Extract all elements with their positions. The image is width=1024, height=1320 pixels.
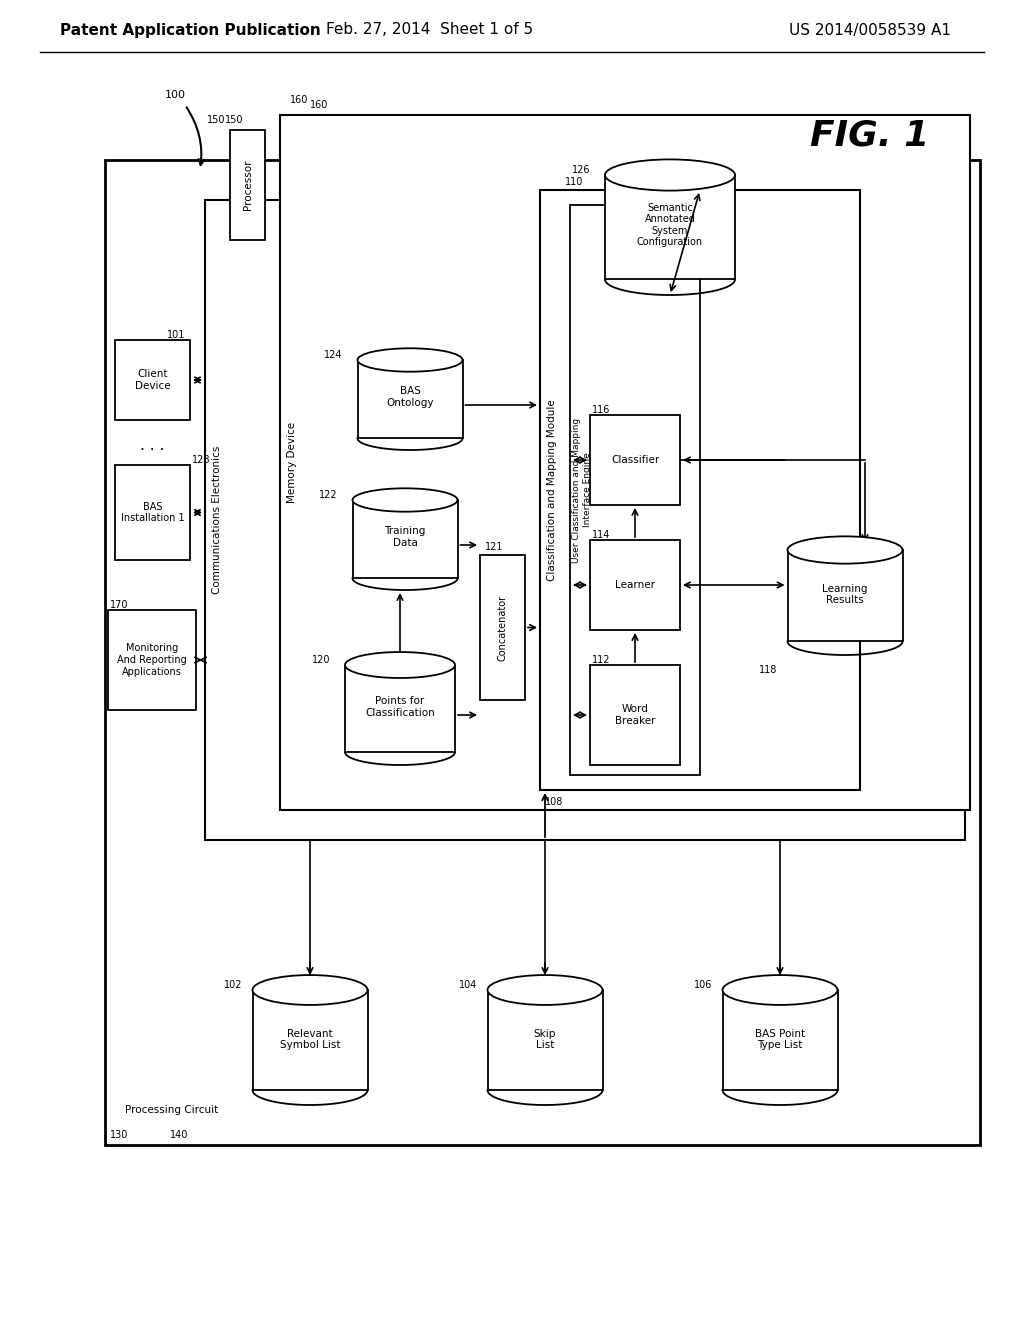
Bar xyxy=(480,554,525,700)
Bar xyxy=(723,990,838,1090)
Text: 100: 100 xyxy=(165,90,185,100)
Bar xyxy=(253,990,368,1090)
Text: 140: 140 xyxy=(170,1130,188,1140)
Text: BAS Point
Type List: BAS Point Type List xyxy=(755,1028,805,1051)
Bar xyxy=(590,540,680,630)
Text: Skip
List: Skip List xyxy=(534,1028,556,1051)
Bar xyxy=(590,414,680,506)
Text: 101: 101 xyxy=(167,330,185,341)
Bar xyxy=(108,610,196,710)
Text: Communications Electronics: Communications Electronics xyxy=(212,446,222,594)
Text: 114: 114 xyxy=(592,531,610,540)
Ellipse shape xyxy=(605,160,735,190)
Text: 121: 121 xyxy=(485,543,504,552)
Text: Points for
Classification: Points for Classification xyxy=(366,696,435,718)
Ellipse shape xyxy=(487,975,602,1005)
Bar xyxy=(345,665,455,752)
Text: 124: 124 xyxy=(324,350,342,360)
Ellipse shape xyxy=(357,348,463,372)
Text: 102: 102 xyxy=(224,979,243,990)
Text: Processing Circuit: Processing Circuit xyxy=(125,1105,218,1115)
Text: Word
Breaker: Word Breaker xyxy=(614,704,655,726)
Text: 106: 106 xyxy=(694,979,713,990)
Bar xyxy=(487,990,602,1090)
Text: 118: 118 xyxy=(759,665,777,675)
Bar xyxy=(105,160,980,1144)
Bar xyxy=(540,190,860,789)
Text: Semantic
Annotated
System
Configuration: Semantic Annotated System Configuration xyxy=(637,202,703,247)
Text: 110: 110 xyxy=(565,177,584,187)
Text: 160: 160 xyxy=(290,95,308,106)
Text: 120: 120 xyxy=(311,655,330,665)
Text: Processor: Processor xyxy=(243,160,253,210)
Text: US 2014/0058539 A1: US 2014/0058539 A1 xyxy=(790,22,951,37)
Bar xyxy=(115,465,190,560)
Ellipse shape xyxy=(345,652,455,678)
Text: 130: 130 xyxy=(110,1130,128,1140)
Bar xyxy=(570,205,700,775)
Text: Classifier: Classifier xyxy=(611,455,659,465)
Ellipse shape xyxy=(352,488,458,512)
Text: 160: 160 xyxy=(310,100,329,110)
Bar xyxy=(115,341,190,420)
Text: Patent Application Publication: Patent Application Publication xyxy=(60,22,321,37)
Text: Classification and Mapping Module: Classification and Mapping Module xyxy=(547,399,557,581)
Bar xyxy=(280,115,970,810)
Bar xyxy=(787,550,902,642)
Ellipse shape xyxy=(253,975,368,1005)
Bar xyxy=(205,201,965,840)
Text: Concatenator: Concatenator xyxy=(498,594,508,660)
Ellipse shape xyxy=(787,536,902,564)
Text: 150: 150 xyxy=(225,115,244,125)
Text: Memory Device: Memory Device xyxy=(287,422,297,503)
Text: 170: 170 xyxy=(110,601,128,610)
Text: 104: 104 xyxy=(459,979,477,990)
Text: User Classification and Mapping
Interface Engine: User Classification and Mapping Interfac… xyxy=(572,417,592,562)
Text: 122: 122 xyxy=(318,490,338,500)
Text: 128: 128 xyxy=(193,455,211,465)
Text: BAS
Ontology: BAS Ontology xyxy=(386,387,434,408)
Bar xyxy=(352,500,458,578)
Text: Learner: Learner xyxy=(615,579,655,590)
Text: BAS
Installation 1: BAS Installation 1 xyxy=(121,502,184,523)
Text: . . .: . . . xyxy=(140,437,165,453)
Text: 108: 108 xyxy=(545,797,563,807)
Bar xyxy=(230,129,265,240)
Text: 126: 126 xyxy=(571,165,590,176)
Text: Monitoring
And Reporting
Applications: Monitoring And Reporting Applications xyxy=(117,643,186,677)
Bar xyxy=(605,176,735,280)
Text: Client
Device: Client Device xyxy=(135,370,170,391)
Bar xyxy=(357,360,463,438)
Ellipse shape xyxy=(723,975,838,1005)
Text: 116: 116 xyxy=(592,405,610,414)
Text: 150: 150 xyxy=(207,115,225,125)
Text: Training
Data: Training Data xyxy=(384,527,426,548)
Text: Feb. 27, 2014  Sheet 1 of 5: Feb. 27, 2014 Sheet 1 of 5 xyxy=(327,22,534,37)
Text: Relevant
Symbol List: Relevant Symbol List xyxy=(280,1028,340,1051)
Bar xyxy=(590,665,680,766)
Text: Learning
Results: Learning Results xyxy=(822,583,867,606)
Text: 112: 112 xyxy=(592,655,610,665)
Text: FIG. 1: FIG. 1 xyxy=(810,117,930,152)
